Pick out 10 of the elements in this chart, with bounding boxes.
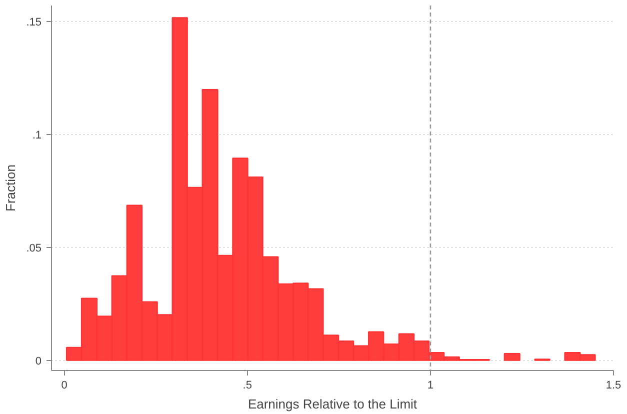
y-axis-title: Fraction [3, 164, 18, 212]
y-tick-label: 0 [35, 355, 42, 368]
y-tick-label: .1 [32, 129, 42, 142]
x-axis-title: Earnings Relative to the Limit [248, 396, 418, 412]
x-tick-label: .5 [242, 380, 252, 392]
x-tick-label: 1.5 [606, 380, 622, 392]
y-tick-label: .15 [26, 16, 42, 28]
x-tick-label: 1 [427, 380, 434, 392]
y-tick-label: .05 [26, 242, 42, 254]
x-tick-label: 0 [61, 380, 68, 392]
